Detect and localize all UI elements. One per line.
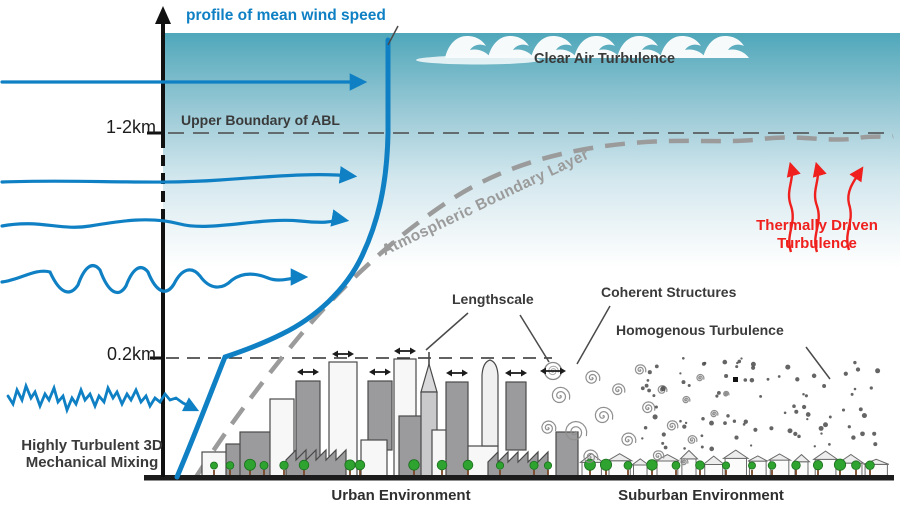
urban-skyline — [201, 352, 579, 477]
tree-icons — [210, 458, 875, 476]
coherent-spirals — [541, 364, 730, 466]
wind-trace-slight — [0, 166, 358, 184]
wind-trace-gentle-wave — [0, 209, 350, 229]
building-lengthscale-arrows — [297, 347, 527, 377]
leader-homogenous — [805, 346, 831, 380]
sky-gradient — [163, 33, 900, 268]
wind-trace-oscillating — [0, 264, 309, 295]
thermal-arrow-icons — [786, 161, 864, 253]
leader-lines — [387, 25, 831, 380]
wind-trace-turbulent — [6, 381, 200, 415]
height-axis — [147, 6, 171, 477]
ground-line — [144, 475, 894, 481]
abl-boundary-curve — [194, 133, 894, 479]
leader-coherent — [576, 305, 611, 365]
wind-profile-curve — [174, 37, 391, 480]
eddy-lengthscale-marker — [540, 361, 566, 381]
leader-lengthscale-left — [425, 312, 469, 351]
wind-traces — [0, 73, 368, 415]
turbulence-dots — [640, 356, 881, 452]
leader-lengthscale-right — [519, 314, 550, 363]
clear-air-wave-icons — [416, 36, 749, 65]
leader-profile — [387, 25, 399, 46]
